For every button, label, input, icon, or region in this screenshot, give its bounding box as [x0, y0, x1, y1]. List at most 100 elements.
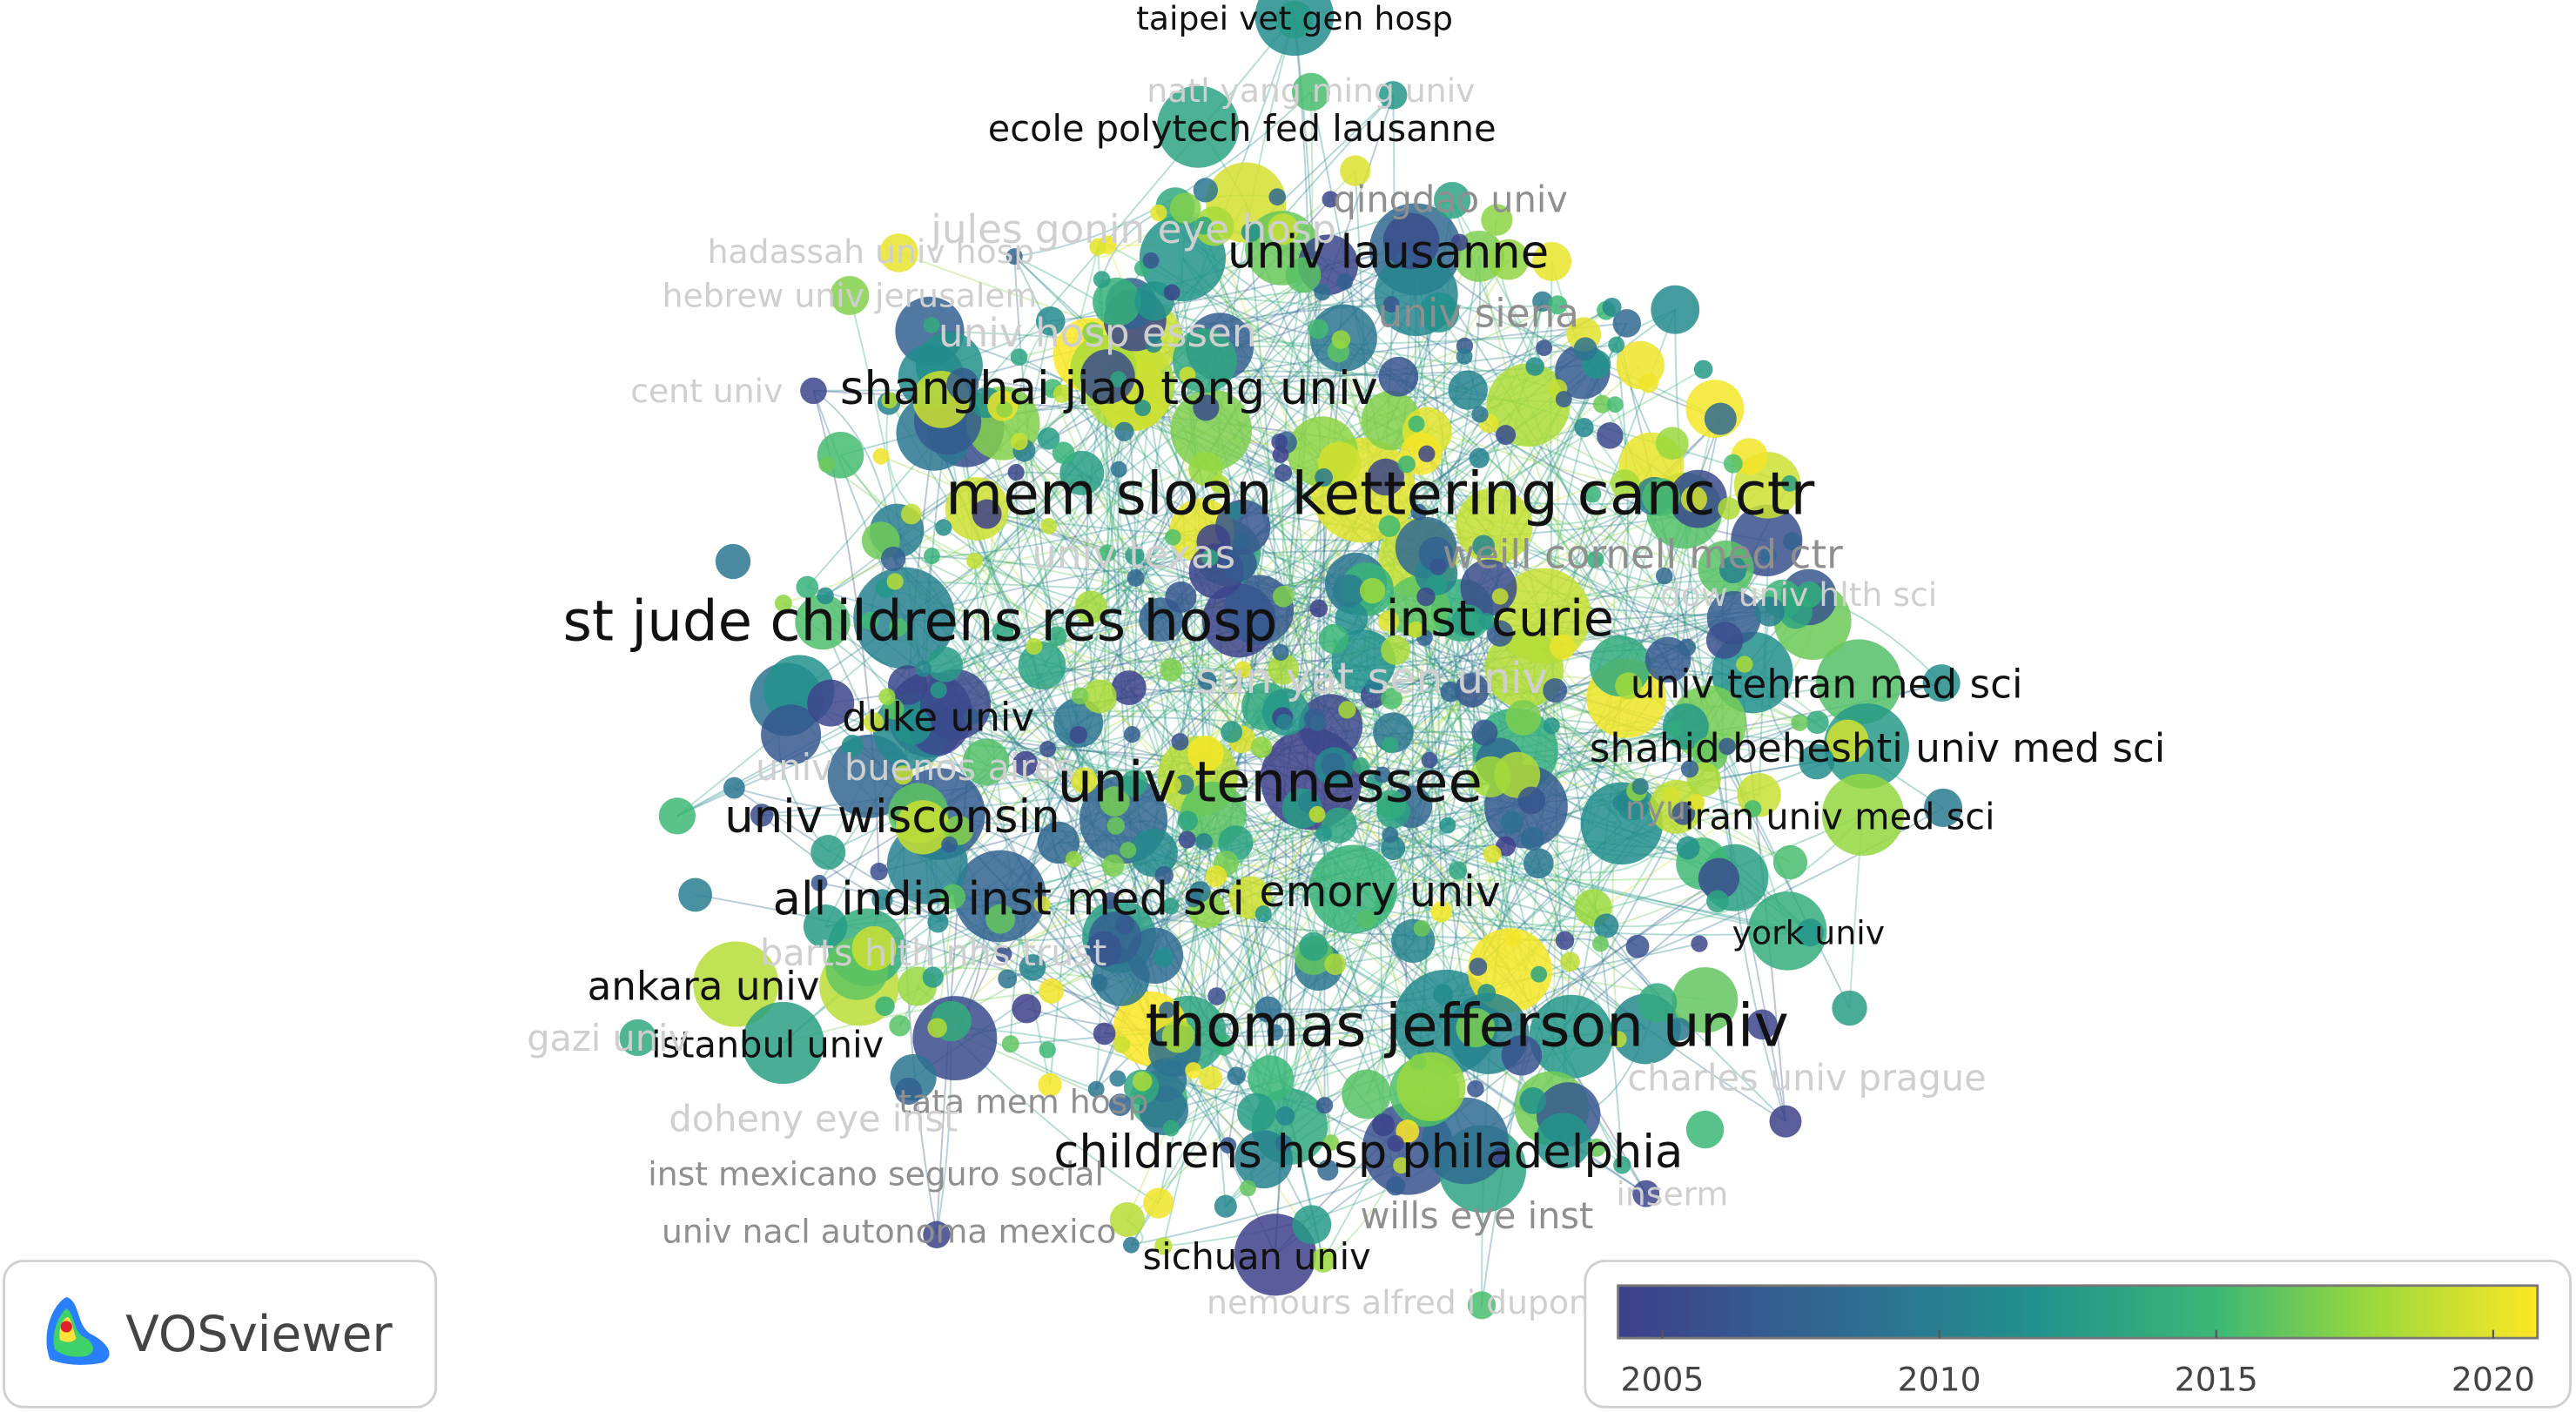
- node: [1671, 801, 1696, 825]
- node: [1309, 715, 1327, 732]
- node: [1655, 567, 1673, 585]
- node: [1685, 1110, 1725, 1149]
- node: [1113, 1035, 1131, 1053]
- node: [1382, 296, 1400, 313]
- node: [1760, 547, 1777, 564]
- node: [1691, 935, 1708, 952]
- node: [1587, 1138, 1606, 1157]
- node: [870, 862, 888, 881]
- edge: [947, 344, 1617, 422]
- node: [810, 835, 846, 871]
- node: [1754, 596, 1785, 627]
- node: [1433, 181, 1471, 219]
- node: [863, 711, 884, 732]
- node: [1378, 81, 1408, 110]
- node: [1501, 1035, 1543, 1076]
- node: [923, 1220, 951, 1248]
- node: [893, 765, 913, 785]
- node: [1505, 700, 1542, 736]
- node: [1089, 238, 1106, 256]
- node: [1142, 252, 1160, 269]
- node: [1086, 931, 1122, 967]
- node-label: univ tennessee: [1058, 750, 1483, 815]
- node: [1019, 954, 1046, 981]
- node: [774, 594, 792, 612]
- node: [1314, 284, 1331, 301]
- edge: [950, 596, 1182, 1022]
- node: [830, 276, 870, 315]
- node: [1122, 1236, 1140, 1254]
- node: [1125, 545, 1145, 566]
- node: [1315, 467, 1333, 487]
- node: [900, 503, 922, 525]
- node: [923, 548, 940, 565]
- node: [818, 456, 836, 473]
- node: [1106, 817, 1126, 835]
- edge: [1354, 171, 1385, 1126]
- node-label: weill cornell med ctr: [1443, 532, 1843, 578]
- node: [1071, 767, 1098, 794]
- color-bar: [1617, 1284, 2539, 1340]
- node: [1170, 389, 1253, 471]
- node: [1631, 777, 1649, 796]
- node: [1651, 285, 1700, 334]
- node: [1591, 935, 1609, 952]
- node: [1315, 1097, 1334, 1114]
- node: [1456, 1008, 1496, 1048]
- node: [1387, 1135, 1404, 1153]
- node: [1769, 1105, 1802, 1138]
- node: [742, 1001, 824, 1085]
- node: [1240, 1180, 1256, 1197]
- node: [1385, 1176, 1406, 1196]
- node: [1271, 434, 1288, 450]
- node: [1381, 688, 1402, 709]
- edge: [1002, 350, 1339, 632]
- node: [1335, 602, 1369, 635]
- node: [1342, 1069, 1391, 1120]
- node: [1012, 750, 1039, 777]
- node: [1205, 865, 1227, 888]
- node: [1268, 213, 1299, 245]
- node: [1001, 1035, 1019, 1053]
- node: [1090, 973, 1108, 992]
- node: [895, 800, 951, 855]
- edge: [974, 560, 1516, 752]
- node-label: barts hlth nhs trust: [760, 931, 1106, 974]
- node: [723, 777, 745, 799]
- node: [1087, 1080, 1105, 1098]
- edge: [949, 669, 1244, 845]
- node: [1678, 638, 1696, 656]
- node-label: qingdao univ: [1333, 178, 1567, 220]
- node: [1338, 701, 1356, 719]
- edge: [806, 16, 1295, 588]
- node-label: inst curie: [1386, 590, 1614, 648]
- node-label: univ buenos aires: [756, 746, 1075, 789]
- node: [1250, 736, 1273, 758]
- node: [1396, 249, 1414, 267]
- node: [1331, 330, 1351, 349]
- node: [1612, 309, 1642, 338]
- node-label: nyu: [1625, 789, 1686, 827]
- edge: [1015, 472, 1122, 978]
- node: [1467, 1079, 1484, 1098]
- node: [998, 969, 1018, 989]
- node: [1308, 844, 1398, 934]
- node: [1676, 836, 1700, 860]
- node: [1120, 842, 1137, 859]
- node: [1796, 918, 1825, 947]
- node: [880, 546, 906, 572]
- node: [1101, 854, 1125, 877]
- node-label: hebrew univ jerusalem: [662, 277, 1038, 315]
- node: [1450, 233, 1469, 252]
- node: [878, 688, 896, 705]
- node: [1037, 427, 1060, 450]
- node-label: jules gonin eye hosp: [930, 206, 1336, 252]
- edge: [1477, 256, 1630, 687]
- edge: [1041, 293, 1417, 667]
- node: [1040, 517, 1058, 535]
- node: [1114, 421, 1134, 441]
- edge: [1340, 339, 1597, 561]
- node: [1039, 978, 1065, 1004]
- node: [1110, 461, 1127, 478]
- edge: [922, 668, 1607, 927]
